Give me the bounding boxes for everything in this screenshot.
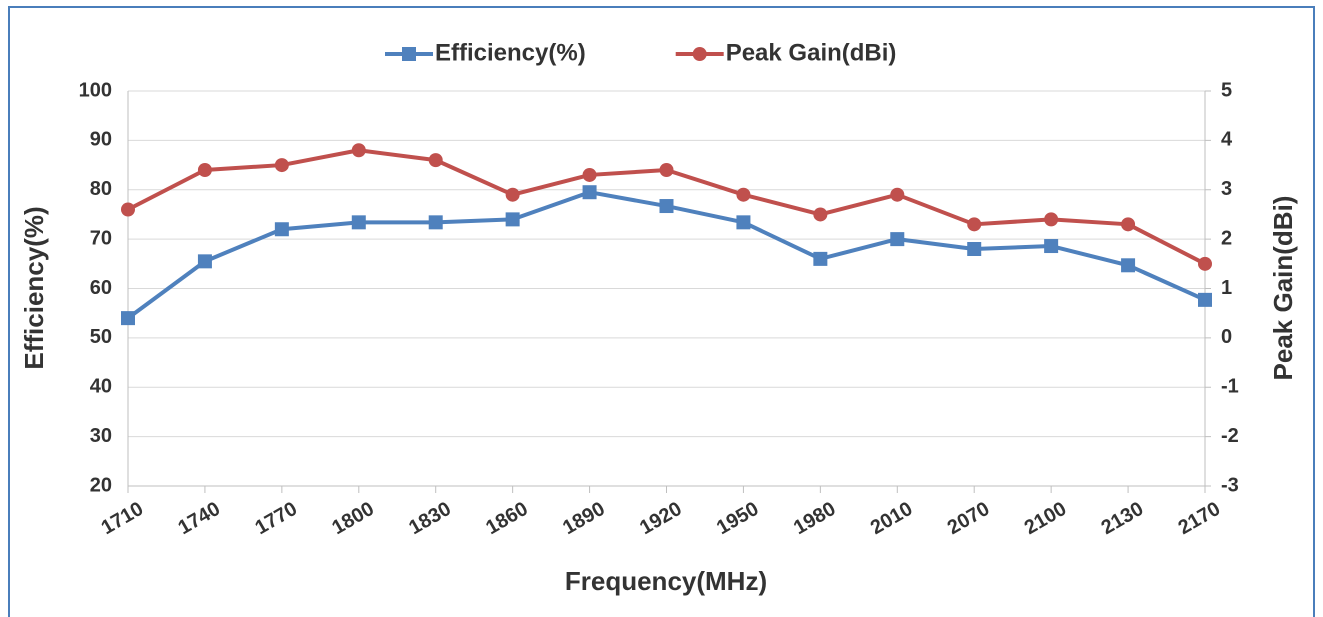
y2-tick-label: -2 bbox=[1221, 425, 1239, 447]
y-tick-label: 60 bbox=[90, 277, 112, 299]
y2-tick-label: 1 bbox=[1221, 277, 1232, 299]
legend-label: Peak Gain(dBi) bbox=[726, 39, 897, 66]
x-tick-label: 1860 bbox=[482, 498, 532, 539]
marker bbox=[428, 153, 443, 168]
x-tick-label: 1890 bbox=[559, 498, 609, 539]
x-tick-label: 1740 bbox=[175, 498, 225, 539]
marker bbox=[736, 187, 751, 202]
marker bbox=[582, 167, 597, 182]
marker bbox=[890, 187, 905, 202]
y-tick-label: 30 bbox=[90, 425, 112, 447]
y-tick-label: 80 bbox=[90, 178, 112, 200]
marker bbox=[351, 215, 366, 230]
marker bbox=[428, 215, 443, 230]
marker bbox=[659, 199, 674, 214]
marker bbox=[813, 251, 828, 266]
y-tick-label: 100 bbox=[79, 79, 112, 101]
legend-marker bbox=[402, 47, 416, 61]
marker bbox=[890, 232, 905, 247]
marker bbox=[121, 311, 135, 326]
x-axis-title: Frequency(MHz) bbox=[565, 566, 767, 596]
x-tick-label: 2100 bbox=[1021, 498, 1071, 539]
marker bbox=[505, 187, 520, 202]
y-tick-label: 50 bbox=[90, 326, 112, 348]
legend-marker bbox=[692, 47, 707, 61]
marker bbox=[197, 163, 212, 177]
x-tick-label: 1830 bbox=[405, 498, 455, 539]
x-tick-label: 1770 bbox=[251, 498, 301, 539]
x-tick-label: 1920 bbox=[636, 498, 686, 539]
y2-tick-label: 5 bbox=[1221, 79, 1232, 101]
y2-tick-label: -1 bbox=[1221, 376, 1239, 398]
x-tick-label: 1950 bbox=[713, 498, 763, 539]
y-tick-label: 40 bbox=[90, 376, 112, 398]
marker bbox=[121, 202, 135, 217]
y2-tick-label: 4 bbox=[1221, 129, 1233, 151]
marker bbox=[1121, 217, 1136, 232]
marker bbox=[505, 212, 520, 227]
y-tick-label: 70 bbox=[90, 227, 112, 249]
x-tick-label: 1980 bbox=[790, 498, 840, 539]
x-tick-label: 2010 bbox=[867, 498, 917, 539]
marker bbox=[813, 207, 828, 222]
marker bbox=[197, 254, 212, 269]
marker bbox=[274, 158, 289, 173]
marker bbox=[1198, 256, 1212, 271]
marker bbox=[1044, 212, 1059, 227]
y2-tick-label: -3 bbox=[1221, 474, 1239, 496]
y2-tick-label: 2 bbox=[1221, 227, 1232, 249]
y-axis-title: Efficiency(%) bbox=[19, 206, 49, 369]
x-tick-label: 2130 bbox=[1098, 498, 1148, 539]
marker bbox=[1044, 239, 1059, 254]
frame bbox=[8, 6, 1315, 617]
marker bbox=[274, 222, 289, 237]
marker bbox=[351, 143, 366, 158]
x-tick-label: 1710 bbox=[98, 498, 148, 539]
y2-tick-label: 3 bbox=[1221, 178, 1232, 200]
legend-label: Efficiency(%) bbox=[435, 39, 586, 66]
y2-tick-label: 0 bbox=[1221, 326, 1232, 348]
marker bbox=[582, 185, 597, 200]
y-tick-label: 20 bbox=[90, 474, 112, 496]
x-tick-label: 1800 bbox=[328, 498, 378, 539]
marker bbox=[967, 242, 982, 256]
marker bbox=[1121, 258, 1136, 273]
marker bbox=[967, 217, 982, 232]
y2-axis-title: Peak Gain(dBi) bbox=[1268, 196, 1298, 381]
y-tick-label: 90 bbox=[90, 129, 112, 151]
marker bbox=[659, 163, 674, 177]
marker bbox=[736, 215, 751, 230]
x-tick-label: 2170 bbox=[1175, 498, 1225, 539]
marker bbox=[1198, 292, 1212, 307]
x-tick-label: 2070 bbox=[944, 498, 994, 539]
